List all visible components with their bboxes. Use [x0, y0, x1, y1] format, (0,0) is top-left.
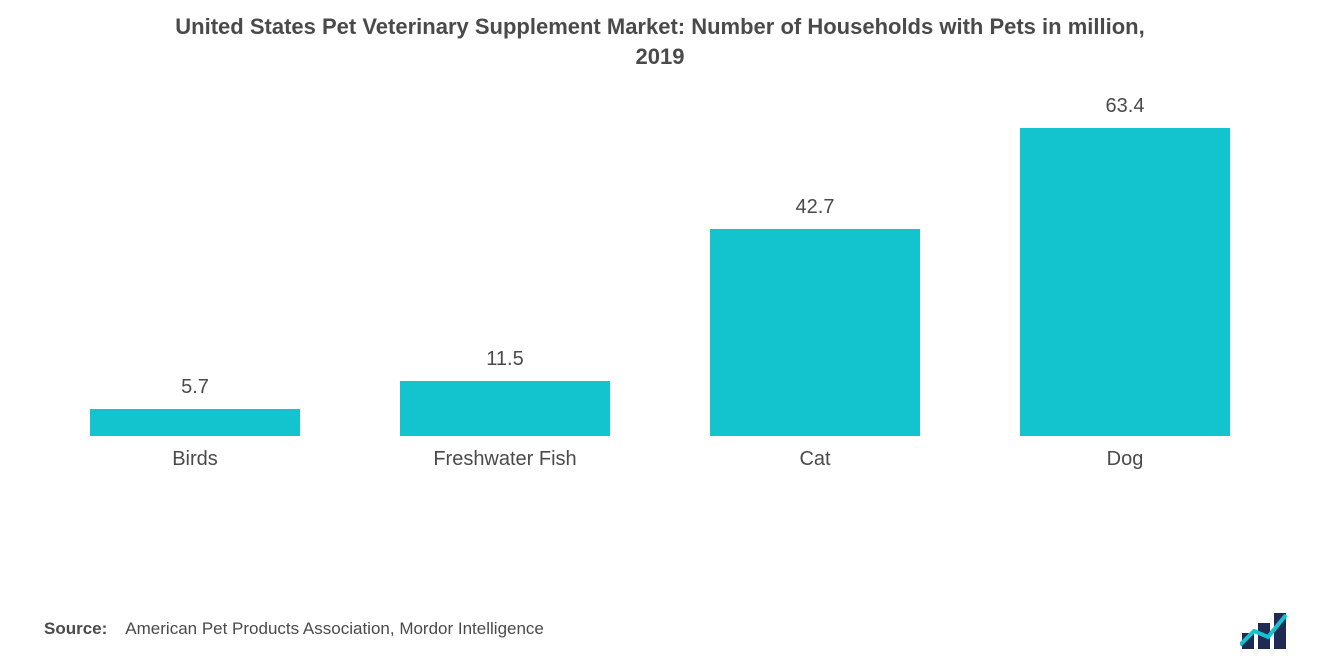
bar-category-label: Freshwater Fish: [433, 448, 576, 471]
bar-value-label: 42.7: [796, 196, 835, 219]
bar-category-label: Dog: [1107, 448, 1144, 471]
bar-column: 63.4 Dog: [970, 95, 1280, 471]
bar: [1020, 128, 1230, 436]
chart-area: 5.7Birds11.5Freshwater Fish42.7Cat63.4Do…: [40, 131, 1280, 471]
bars-row: 5.7Birds11.5Freshwater Fish42.7Cat63.4Do…: [40, 131, 1280, 471]
bar-column: 5.7 Birds: [40, 376, 350, 472]
chart-title: United States Pet Veterinary Supplement …: [0, 0, 1320, 71]
bar: [400, 381, 610, 437]
bar-value-label: 5.7: [181, 376, 209, 399]
bar-category-label: Cat: [799, 448, 830, 471]
bar-column: 11.5 Freshwater Fish: [350, 348, 660, 472]
bar-value-label: 11.5: [486, 348, 523, 371]
bar: [710, 229, 920, 436]
title-line-1: United States Pet Veterinary Supplement …: [175, 14, 1144, 39]
bar-column: 42.7 Cat: [660, 196, 970, 471]
logo-icon: [1240, 611, 1300, 651]
bar-category-label: Birds: [172, 448, 218, 471]
bar-value-label: 63.4: [1106, 95, 1145, 118]
brand-logo: [1240, 611, 1300, 651]
source-label: Source:: [44, 619, 107, 639]
title-line-2: 2019: [636, 44, 685, 69]
bar: [90, 409, 300, 437]
source-line: Source: American Pet Products Associatio…: [44, 619, 544, 639]
source-text: American Pet Products Association, Mordo…: [125, 619, 544, 639]
